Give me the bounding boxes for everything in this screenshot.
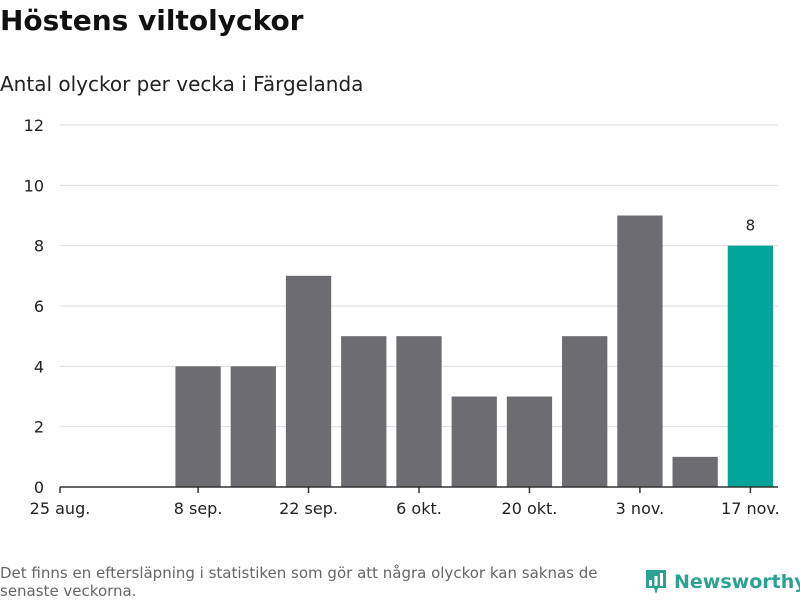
- data-label: 8: [746, 217, 756, 235]
- newsworthy-logo-icon: [646, 570, 666, 594]
- bar: [451, 396, 497, 487]
- x-tick-label: 22 sep.: [279, 499, 338, 518]
- footnote: Det finns en eftersläpning i statistiken…: [0, 564, 598, 600]
- bar: [341, 336, 387, 487]
- brand-name: Newsworthy: [674, 571, 800, 593]
- bar-chart: 0 2 4 6 8 10 12 25 aug. 8 sep. 22 sep. 6 okt. 20 ok…: [24, 116, 780, 518]
- bar: [506, 396, 553, 487]
- y-tick-label: 4: [34, 357, 44, 376]
- chart-subtitle: Antal olyckor per vecka i Färgelanda: [0, 72, 364, 96]
- axes: 0 2 4 6 8 10 12 25 aug. 8 sep. 22 sep. 6 okt. 20 ok…: [24, 116, 780, 518]
- bar: [617, 215, 663, 487]
- bars: [175, 215, 774, 487]
- y-tick-label: 8: [34, 237, 44, 256]
- x-tick-label: 17 nov.: [721, 499, 780, 518]
- x-tick-label: 8 sep.: [174, 499, 223, 518]
- chart-title: Höstens viltolyckor: [0, 4, 304, 37]
- bar: [396, 336, 442, 487]
- bar: [175, 366, 221, 487]
- bar: [285, 275, 332, 487]
- bar: [230, 366, 276, 487]
- x-tick-label: 3 nov.: [616, 499, 665, 518]
- bar: [672, 456, 718, 487]
- y-tick-label: 0: [34, 478, 44, 497]
- bar: [562, 336, 608, 487]
- brand-logo: Newsworthy: [644, 568, 800, 596]
- y-tick-label: 10: [24, 176, 44, 195]
- data-labels: 8: [746, 217, 756, 235]
- x-tick-label: 20 okt.: [502, 499, 558, 518]
- x-tick-label: 6 okt.: [396, 499, 442, 518]
- y-tick-label: 12: [24, 116, 44, 135]
- y-tick-label: 2: [34, 418, 44, 437]
- y-tick-label: 6: [34, 297, 44, 316]
- x-tick-label: 25 aug.: [30, 499, 91, 518]
- bar: [727, 245, 774, 487]
